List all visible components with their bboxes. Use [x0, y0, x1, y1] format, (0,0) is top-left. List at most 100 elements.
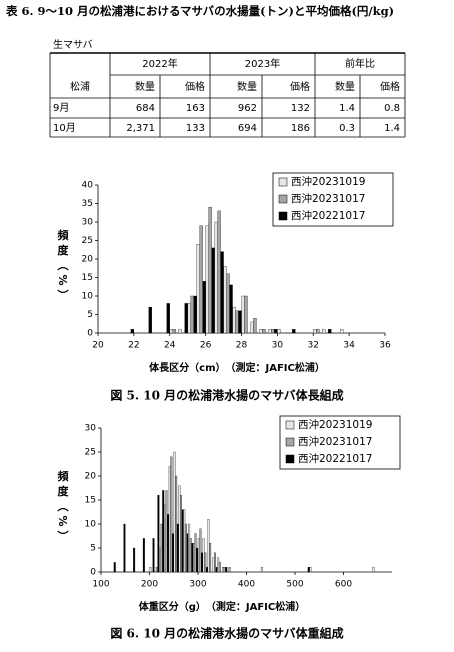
table-caption: 生マサバ — [53, 38, 93, 51]
y-tick-label: 15 — [85, 496, 96, 506]
histogram-bar — [328, 329, 332, 334]
histogram-bar — [253, 318, 257, 334]
histogram-bar — [149, 567, 152, 573]
table-cell: 694 — [238, 123, 257, 134]
legend-swatch — [285, 420, 295, 430]
histogram-bar — [159, 547, 161, 573]
histogram-bar — [142, 538, 145, 573]
legend-box — [279, 415, 401, 470]
histogram-bar — [322, 329, 326, 334]
histogram-bar — [235, 310, 239, 334]
histogram-bar — [171, 533, 174, 573]
histogram-bar — [192, 543, 195, 573]
histogram-bar — [225, 567, 228, 573]
table-cell: 684 — [136, 103, 155, 114]
histogram-bar — [223, 266, 227, 334]
histogram-bar — [133, 547, 136, 573]
histogram-bar — [196, 547, 199, 573]
histogram-bar — [259, 329, 263, 334]
histogram-bar — [173, 451, 176, 573]
x-tick-label: 30 — [272, 341, 284, 351]
histogram-bar — [152, 538, 155, 573]
histogram-bar — [214, 221, 218, 334]
histogram-bar — [212, 557, 215, 573]
y-axis-label: 頻度（%） — [56, 469, 70, 545]
histogram-bar — [244, 295, 248, 334]
y-tick-label: 20 — [82, 255, 94, 265]
y-tick-label: 5 — [87, 310, 93, 320]
x-tick-label: 500 — [286, 580, 303, 590]
histogram-bar — [201, 552, 204, 573]
y-tick-label: 30 — [85, 424, 97, 434]
table-cell: 1.4 — [384, 123, 400, 134]
histogram-bar — [223, 567, 226, 573]
table-row-label: 9月 — [53, 102, 69, 114]
legend-swatch — [285, 437, 295, 447]
histogram-bar — [157, 495, 160, 573]
histogram-bar — [166, 303, 170, 334]
y-tick-label: 10 — [82, 292, 94, 302]
histogram-bar — [209, 543, 212, 573]
legend-swatch — [278, 194, 288, 204]
histogram-bar — [215, 567, 218, 573]
y-tick-label: 25 — [82, 236, 93, 246]
histogram-bar — [187, 303, 191, 334]
legend-label: 西沖20231019 — [298, 418, 372, 431]
histogram-bar — [316, 329, 320, 334]
histogram-bar — [218, 562, 221, 573]
table-cell: 163 — [186, 103, 205, 114]
y-tick-label: 0 — [87, 329, 93, 339]
x-axis-label: 体長区分（cm） （測定：JAFIC松浦） — [149, 361, 325, 374]
histogram-bar — [204, 552, 207, 573]
legend-swatch — [278, 211, 288, 221]
table-subheader: 数量 — [237, 80, 257, 93]
x-tick-label: 32 — [308, 341, 319, 351]
histogram-bar — [307, 567, 310, 573]
table-group-header: 2023年 — [245, 57, 280, 70]
histogram-bar — [113, 562, 116, 573]
histogram-bar — [238, 310, 242, 334]
histogram-bar — [186, 533, 189, 573]
table-subheader: 価格 — [380, 80, 400, 93]
x-tick-label: 600 — [335, 580, 352, 590]
table-cell: 1.4 — [339, 103, 355, 114]
table-grid — [49, 52, 406, 138]
figure-caption: 図 5. 10 月の松浦港水揚のマサバ体長組成 — [110, 388, 343, 403]
x-tick-label: 36 — [379, 341, 391, 351]
histogram-bar — [220, 251, 224, 334]
histogram-bar — [211, 247, 215, 334]
x-tick-label: 20 — [92, 341, 104, 351]
histogram-bar — [262, 329, 266, 334]
table-subheader: 数量 — [135, 80, 155, 93]
histogram-bar — [205, 225, 209, 334]
histogram-bar — [207, 519, 210, 573]
legend-box — [272, 172, 394, 227]
table-group-header: 前年比 — [345, 57, 375, 70]
legend-label: 西沖20231019 — [291, 175, 365, 188]
histogram-bar — [232, 306, 236, 334]
x-tick-label: 26 — [200, 341, 212, 351]
histogram-bar — [217, 557, 220, 573]
histogram-bar — [167, 514, 170, 573]
histogram-bar — [189, 538, 192, 573]
histogram-bar — [175, 475, 178, 573]
y-tick-label: 25 — [85, 448, 96, 458]
histogram-bar — [180, 495, 182, 573]
histogram-bar — [184, 303, 188, 334]
histogram-bar — [178, 485, 181, 573]
histogram-bar — [222, 567, 225, 573]
histogram-bar — [160, 523, 163, 573]
legend-swatch — [285, 454, 295, 464]
y-tick-label: 0 — [90, 568, 96, 578]
histogram-bar — [148, 306, 152, 334]
table-cell: 132 — [291, 103, 310, 114]
table-subheader: 数量 — [335, 80, 355, 93]
histogram-bar — [229, 284, 233, 334]
legend-label: 西沖20231017 — [298, 435, 372, 448]
table-row-header: 松浦 — [70, 80, 90, 93]
legend-label: 西沖20221017 — [291, 209, 365, 222]
histogram-bar — [208, 207, 212, 334]
histogram-bar — [169, 329, 173, 334]
table-cell: 0.8 — [384, 103, 400, 114]
